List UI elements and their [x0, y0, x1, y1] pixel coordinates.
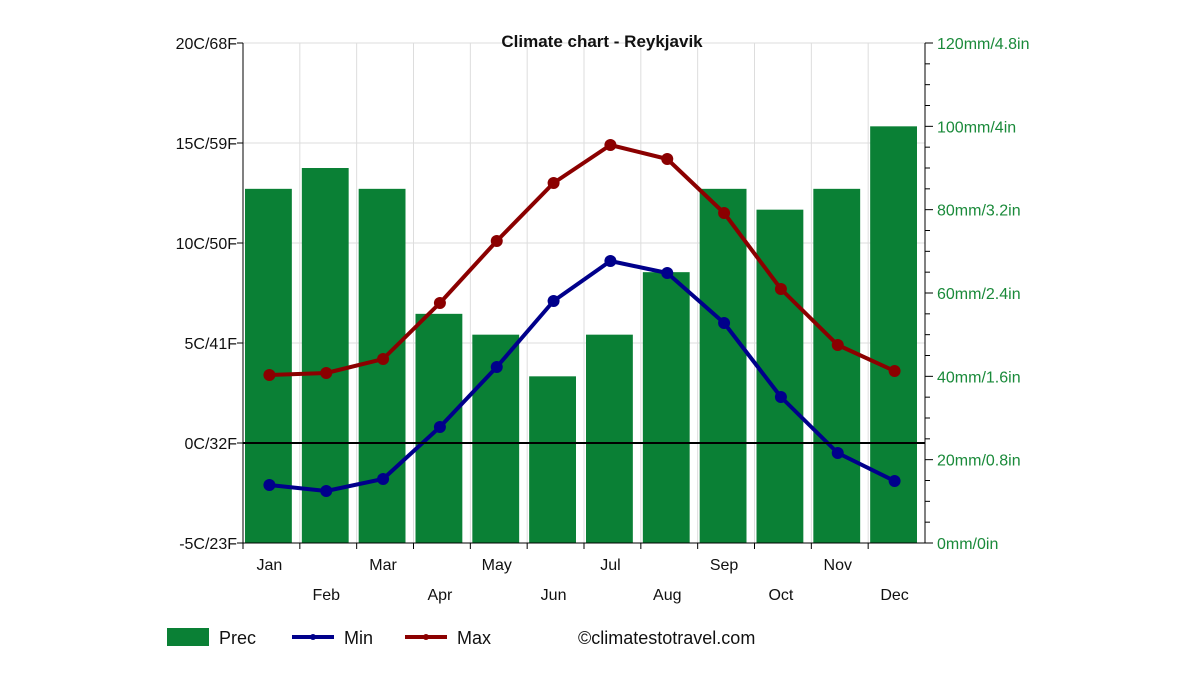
right-tick-label: 80mm/3.2in [937, 203, 1021, 220]
max-point-mar [377, 353, 390, 365]
left-tick-label: 10C/50F [176, 236, 238, 253]
max-point-oct [774, 283, 787, 295]
legend: Prec Min Max [167, 628, 491, 648]
legend-marker-max [423, 634, 429, 640]
x-tick-label-jun: Jun [541, 587, 567, 604]
x-tick-label-dec: Dec [880, 587, 908, 604]
min-point-apr [433, 421, 446, 433]
bar-jul [586, 334, 633, 543]
right-tick-label: 0mm/0in [937, 536, 998, 553]
right-tick-label: 60mm/2.4in [937, 286, 1021, 303]
min-point-jul [604, 255, 617, 267]
x-tick-label-nov: Nov [824, 557, 852, 574]
bar-aug [642, 272, 690, 543]
precipitation-bars [245, 126, 917, 544]
bar-jun [529, 376, 576, 543]
x-tick-label-aug: Aug [653, 587, 681, 604]
min-point-aug [661, 267, 674, 279]
right-tick-label: 20mm/0.8in [937, 453, 1021, 470]
legend-label-min: Min [344, 628, 373, 648]
min-point-mar [377, 473, 390, 485]
left-tick-label: 0C/32F [185, 436, 238, 453]
legend-swatch-prec [167, 628, 209, 646]
legend-label-prec: Prec [219, 628, 256, 648]
x-tick-label-jul: Jul [600, 557, 620, 574]
min-point-feb [320, 485, 333, 497]
left-tick-label: -5C/23F [179, 536, 237, 553]
legend-label-max: Max [457, 628, 491, 648]
max-point-dec [888, 365, 901, 377]
min-point-nov [831, 447, 844, 459]
credit: ©climatestotravel.com [578, 628, 755, 648]
left-tick-label: 15C/59F [176, 136, 238, 153]
left-tick-label: 5C/41F [185, 336, 238, 353]
axes: -5C/23F 0C/32F 5C/41F 10C/50F 15C/59F 20C/68F… [176, 36, 1030, 604]
chart-title: Climate chart - Reykjavik [501, 32, 703, 51]
x-tick-label-mar: Mar [369, 557, 397, 574]
right-tick-label: 120mm/4.8in [937, 36, 1030, 53]
bar-nov [813, 188, 861, 544]
min-point-sep [718, 317, 731, 329]
max-point-jan [263, 369, 276, 381]
min-line [269, 259, 896, 493]
min-point-jan [263, 479, 276, 491]
max-point-apr [433, 297, 446, 309]
x-tick-label-apr: Apr [427, 587, 453, 604]
left-tick-label: 20C/68F [176, 36, 238, 53]
min-point-oct [774, 391, 787, 403]
x-tick-label-oct: Oct [768, 587, 793, 604]
x-tick-label-jan: Jan [257, 557, 283, 574]
max-point-nov [831, 339, 844, 351]
min-point-jun [547, 295, 560, 307]
bar-mar [358, 188, 406, 544]
bar-feb [301, 168, 349, 543]
x-tick-label-feb: Feb [312, 587, 340, 604]
x-tick-label-may: May [482, 557, 512, 574]
max-point-jun [547, 177, 560, 189]
min-point-may [490, 361, 503, 373]
max-point-aug [661, 153, 674, 165]
max-point-jul [604, 139, 617, 151]
min-point-dec [888, 475, 901, 487]
legend-marker-min [310, 634, 316, 640]
max-point-sep [718, 207, 731, 219]
right-tick-label: 40mm/1.6in [937, 369, 1021, 386]
max-point-feb [320, 367, 333, 379]
temperature-lines [263, 139, 901, 497]
bar-sep [699, 188, 747, 544]
max-point-may [490, 235, 503, 247]
max-line [269, 143, 896, 377]
right-tick-label: 100mm/4in [937, 119, 1016, 136]
x-tick-label-sep: Sep [710, 557, 739, 574]
